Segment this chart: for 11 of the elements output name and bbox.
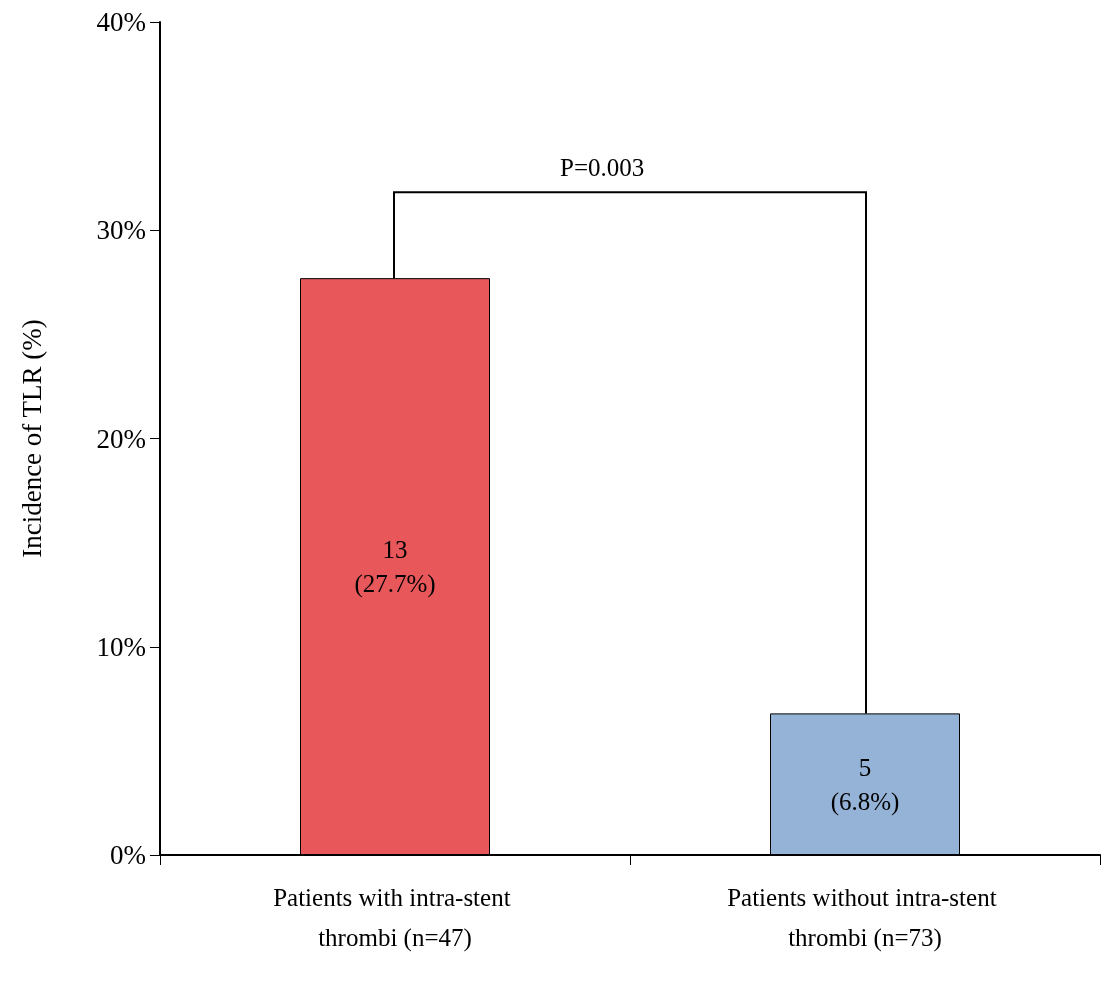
data-label: 13 (27.7%) (354, 536, 436, 599)
annotation: P=0.003 (560, 154, 645, 182)
y-tick-label: 30% (96, 215, 146, 246)
y-tick-label: 20% (96, 423, 146, 454)
y-tick-label: 10% (96, 631, 146, 662)
y-axis-title: Incidence of TLR (%) (16, 319, 47, 558)
x-tick-label: Patients without intra-stent thrombi (n=73) (727, 883, 1003, 952)
y-tick-label: 0% (110, 840, 146, 870)
y-tick-label: 40% (96, 7, 146, 37)
data-label: 5 (6.8%) (830, 753, 900, 816)
x-tick-label: Patients with intra-stent thrombi (n=47) (273, 883, 517, 952)
